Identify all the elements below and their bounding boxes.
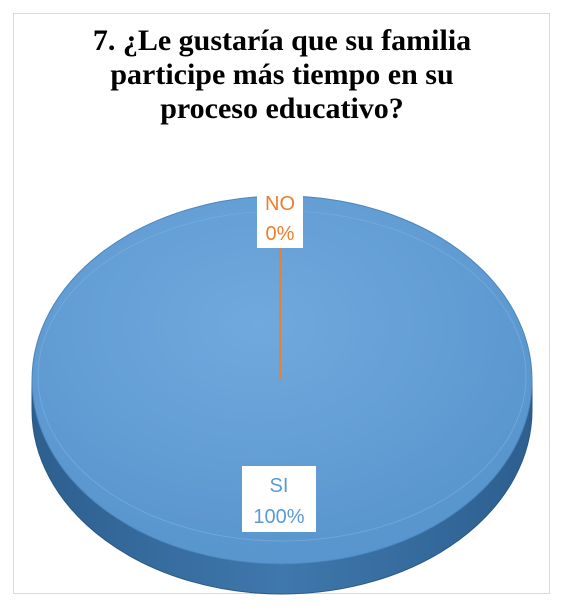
chart-title-line-2: participe más tiempo en su bbox=[110, 58, 454, 91]
data-label-no-percent: 0% bbox=[266, 223, 295, 245]
chart-title-line-3: proceso educativo? bbox=[160, 92, 404, 125]
chart-title-line-1: 7. ¿Le gustaría que su familia bbox=[92, 24, 472, 57]
chart-title: 7. ¿Le gustaría que su familia participe… bbox=[0, 24, 564, 126]
data-label-si-category: SI bbox=[270, 475, 289, 497]
data-label-no: NO 0% bbox=[257, 186, 303, 248]
data-label-no-category: NO bbox=[265, 193, 295, 215]
data-label-si-percent: 100% bbox=[253, 506, 304, 528]
data-label-si: SI 100% bbox=[242, 466, 316, 532]
